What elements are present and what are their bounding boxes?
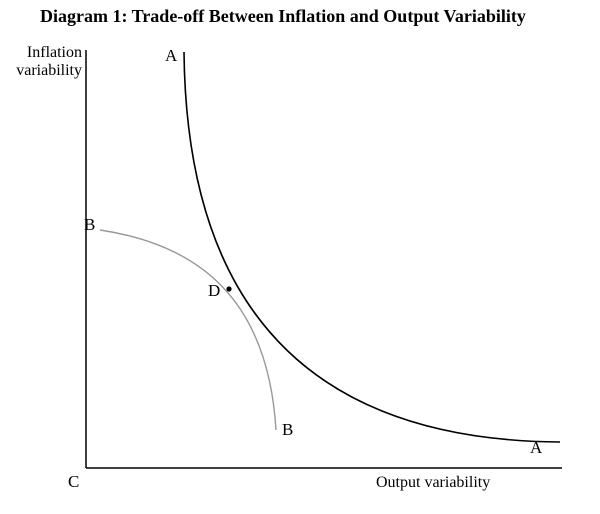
curve-a-path — [184, 52, 560, 442]
curve-b-path — [100, 230, 276, 430]
axes — [86, 50, 562, 468]
diagram-container: Diagram 1: Trade-off Between Inflation a… — [0, 0, 600, 514]
diagram-svg — [0, 0, 600, 514]
point-d — [226, 286, 231, 291]
